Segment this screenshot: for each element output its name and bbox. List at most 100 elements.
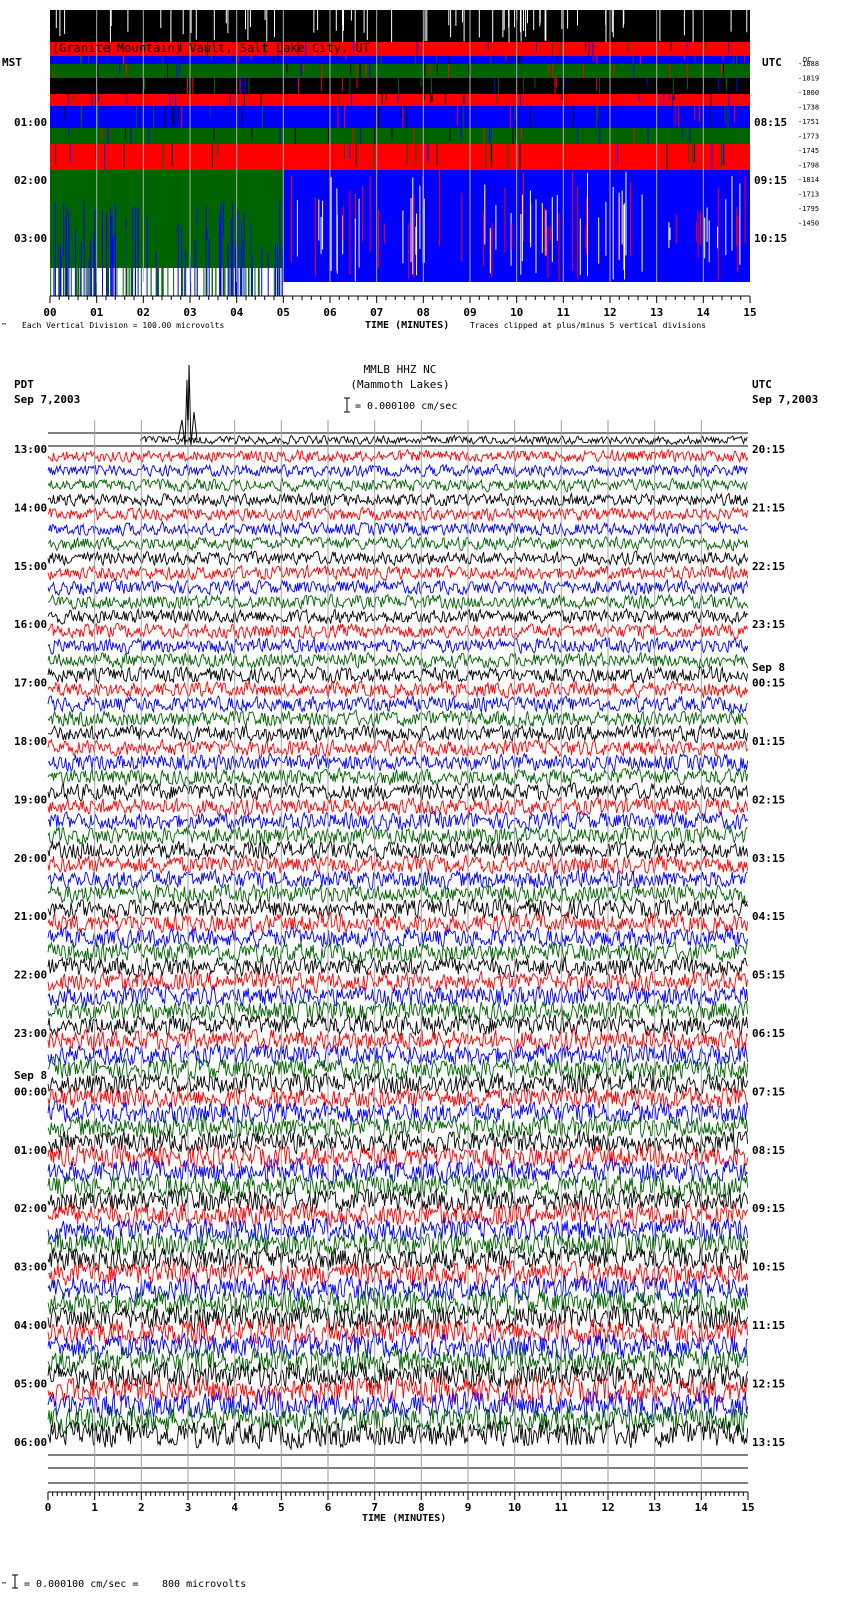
top-x-tick-label: 01 xyxy=(90,306,104,319)
bottom-right-hour-label: 13:15 xyxy=(752,1436,785,1449)
bottom-right-hour-label: 01:15 xyxy=(752,735,785,748)
top-x-tick-label: 12 xyxy=(603,306,616,319)
top-x-tick-label: 13 xyxy=(650,306,663,319)
bottom-x-tick-label: 9 xyxy=(465,1501,472,1514)
bottom-x-tick-label: 11 xyxy=(555,1501,569,1514)
top-trace-offset: -1795 xyxy=(798,205,819,213)
bottom-helicorder: MMLB HHZ NC (Mammoth Lakes) = 0.000100 c… xyxy=(2,363,818,1590)
bottom-right-hour-label: 10:15 xyxy=(752,1261,785,1274)
trace-row xyxy=(47,853,749,877)
top-x-tick-label: 15 xyxy=(743,306,756,319)
top-left-hour-label: 03:00 xyxy=(14,232,47,245)
bottom-right-date-change: Sep 8 xyxy=(752,661,785,674)
top-title-box: (Granite Mountain) Vault, Salt Lake City… xyxy=(52,41,370,55)
bottom-right-hour-label: 11:15 xyxy=(752,1319,785,1332)
trace-row xyxy=(47,694,748,715)
trace-row xyxy=(47,723,749,744)
top-trace-offset: -1798 xyxy=(798,162,819,170)
bottom-x-tick-label: 8 xyxy=(418,1501,425,1514)
top-trace-band xyxy=(50,94,750,106)
trace-row xyxy=(47,1375,749,1406)
top-trace-offset: -1800 xyxy=(798,89,819,97)
bottom-right-hour-label: 04:15 xyxy=(752,910,785,923)
bottom-left-hour-labels: 13:00 14:00 15:00 16:00 17:00 18:00 19:00 20:00… xyxy=(14,443,47,1449)
trace-row xyxy=(47,1317,749,1347)
trace-row xyxy=(47,679,749,700)
bottom-right-hour-label: 08:15 xyxy=(752,1144,785,1157)
bottom-left-date: Sep 7,2003 xyxy=(14,393,80,406)
trace-row xyxy=(47,1347,749,1377)
bottom-left-hour-label: 03:00 xyxy=(14,1261,47,1274)
bottom-vertical-gridlines xyxy=(94,420,702,1492)
trace-row xyxy=(47,506,749,523)
top-trace-offset: -1819 xyxy=(798,75,819,83)
bottom-right-hour-label: 03:15 xyxy=(752,852,785,865)
footer-microvolts: 800 microvolts xyxy=(162,1579,246,1590)
trace-row xyxy=(47,810,748,832)
trace-row xyxy=(47,1360,749,1392)
footer-scale-bar-icon xyxy=(12,1574,18,1589)
trace-row xyxy=(47,549,749,567)
bottom-left-hour-label: 01:00 xyxy=(14,1144,47,1157)
trace-row xyxy=(47,1085,749,1110)
top-left-hour-label: 01:00 xyxy=(14,116,47,129)
top-x-tick-label: 05 xyxy=(277,306,290,319)
top-trace-offset: -1773 xyxy=(798,133,819,141)
bottom-right-hour-label: 12:15 xyxy=(752,1377,785,1390)
bottom-x-tick-label: 15 xyxy=(741,1501,754,1514)
bottom-right-hour-label: 07:15 xyxy=(752,1085,785,1098)
bottom-x-tick-label: 10 xyxy=(508,1501,521,1514)
trace-row xyxy=(47,766,749,788)
top-trace-offset-labels: -1888 -1819 -1800 -1738 -1751 -1773 -1745 -1798… xyxy=(798,60,819,228)
trace-row xyxy=(47,1013,749,1038)
bottom-scale-bar-label: = 0.000100 cm/sec xyxy=(355,401,457,412)
top-x-axis-label: TIME (MINUTES) xyxy=(365,320,449,331)
top-trace-band xyxy=(50,106,750,128)
bottom-x-axis: 0 1 2 3 4 5 6 7 8 9 10 11 12 13 14 15 xyxy=(45,1491,755,1514)
bottom-left-hour-label: 17:00 xyxy=(14,677,47,690)
top-trace-offset: -1738 xyxy=(798,104,819,112)
bottom-x-tick-label: 12 xyxy=(601,1501,614,1514)
scale-bar-icon xyxy=(344,397,350,413)
bottom-left-hour-label: 15:00 xyxy=(14,560,47,573)
top-traces xyxy=(50,10,750,296)
bottom-left-hour-label: 02:00 xyxy=(14,1202,47,1215)
trace-row xyxy=(47,477,748,494)
trace-row xyxy=(47,752,749,773)
top-trace-band xyxy=(50,10,750,42)
trace-row xyxy=(47,665,749,685)
trace-row xyxy=(47,824,748,847)
top-x-tick-label: 14 xyxy=(697,306,711,319)
top-right-hour-label: 08:15 xyxy=(754,116,787,129)
bottom-traces xyxy=(47,432,749,1484)
trace-row xyxy=(47,1287,749,1318)
top-x-tick-label: 10 xyxy=(510,306,523,319)
bottom-left-hour-label: 20:00 xyxy=(14,852,47,865)
top-x-tick-label: 09 xyxy=(463,306,476,319)
top-right-hour-label: 10:15 xyxy=(754,232,787,245)
bottom-left-timezone: PDT xyxy=(14,378,34,391)
bottom-x-tick-label: 2 xyxy=(138,1501,145,1514)
bottom-left-hour-label: 21:00 xyxy=(14,910,47,923)
top-trace-offset: -1745 xyxy=(798,147,819,155)
trace-row xyxy=(47,607,748,626)
trace-row xyxy=(47,738,748,758)
trace-row xyxy=(47,593,749,611)
top-trace-offset: -1888 xyxy=(798,60,819,68)
top-x-axis: 00 01 02 03 04 05 06 07 08 09 10 11 12 13 14 15 xyxy=(43,295,757,319)
top-trace-band xyxy=(50,42,750,56)
bottom-left-hour-label: 23:00 xyxy=(14,1027,47,1040)
top-x-tick-label: 03 xyxy=(183,306,196,319)
top-right-hour-label: 09:15 xyxy=(754,174,787,187)
top-trace-offset: -1450 xyxy=(798,220,819,228)
bottom-subtitle: (Mammoth Lakes) xyxy=(350,378,449,391)
top-clip-note: Traces clipped at plus/minus 5 vertical … xyxy=(470,321,706,330)
bottom-x-tick-label: 14 xyxy=(695,1501,709,1514)
top-x-tick-label: 04 xyxy=(230,306,244,319)
trace-row xyxy=(47,781,749,803)
trace-row xyxy=(139,434,748,446)
trace-row xyxy=(47,1071,749,1097)
bottom-x-tick-label: 7 xyxy=(371,1501,378,1514)
trace-row xyxy=(47,839,749,861)
bottom-left-hour-label: 22:00 xyxy=(14,969,47,982)
